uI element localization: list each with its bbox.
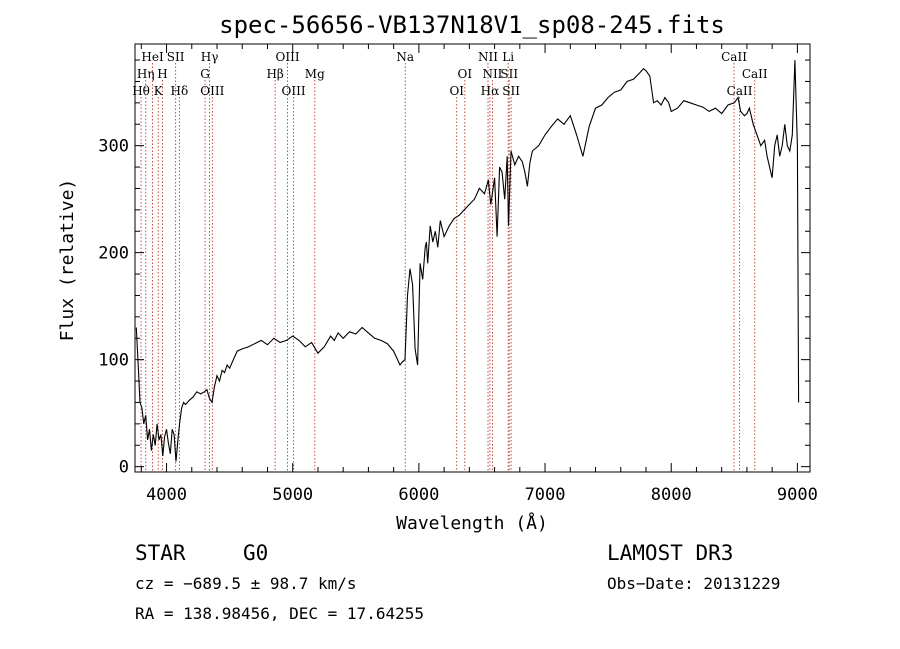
line-label-12: Mg [305, 67, 325, 81]
x-tick-label-6000: 6000 [398, 485, 439, 505]
y-tick-label-100: 100 [98, 351, 129, 371]
chart-title: spec-56656-VB137N18V1_sp08-245.fits [219, 11, 725, 39]
x-tick-label-5000: 5000 [272, 485, 313, 505]
line-label-21: OIII [282, 84, 306, 98]
x-tick-label-8000: 8000 [651, 485, 692, 505]
line-label-16: CaII [742, 67, 768, 81]
spectral-line-markers [140, 63, 756, 472]
object-subclass: G0 [243, 541, 268, 565]
line-label-4: Na [396, 50, 414, 64]
sky-coordinates: RA = 138.98456, DEC = 17.64255 [135, 604, 424, 623]
y-tick-label-200: 200 [98, 244, 129, 264]
line-label-10: G [200, 67, 210, 81]
line-label-9: H [157, 67, 167, 81]
line-label-18: K [154, 84, 164, 98]
survey-name: LAMOST DR3 [607, 541, 733, 565]
line-label-0: HeI [141, 50, 164, 64]
y-axis-ticks: 0 100 200 300 [98, 59, 810, 478]
line-label-14: NII [482, 67, 502, 81]
x-axis-ticks: 4000 5000 6000 7000 8000 9000 [140, 44, 818, 505]
object-class: STAR [135, 541, 186, 565]
observation-date: Obs−Date: 20131229 [607, 574, 780, 593]
redshift-velocity: cz = −689.5 ± 98.7 km/s [135, 574, 357, 593]
line-label-19: Hδ [171, 84, 189, 98]
x-tick-label-4000: 4000 [146, 485, 187, 505]
y-axis-label: Flux (relative) [57, 179, 78, 342]
line-label-8: Hη [137, 67, 155, 81]
line-label-25: CaII [727, 84, 753, 98]
line-label-3: OIII [276, 50, 300, 64]
line-label-24: SII [502, 84, 520, 98]
line-label-17: Hθ [132, 84, 150, 98]
y-tick-label-300: 300 [98, 137, 129, 157]
x-tick-label-7000: 7000 [525, 485, 566, 505]
line-label-20: OIII [200, 84, 224, 98]
line-label-22: OI [449, 84, 464, 98]
x-tick-label-9000: 9000 [777, 485, 818, 505]
line-label-1: SII [167, 50, 185, 64]
line-label-7: CaII [721, 50, 747, 64]
line-label-13: OI [458, 67, 473, 81]
line-label-23: Hα [481, 84, 500, 98]
line-label-15: SII [500, 67, 518, 81]
plot-frame [134, 43, 811, 473]
x-axis-label: Wavelength (Å) [396, 512, 548, 534]
line-label-11: Hβ [266, 67, 283, 81]
line-label-5: NII [478, 50, 498, 64]
line-label-6: Li [502, 50, 514, 64]
line-label-2: Hγ [201, 50, 219, 64]
y-tick-label-0: 0 [119, 458, 129, 478]
spectrum-series-line [135, 60, 800, 462]
